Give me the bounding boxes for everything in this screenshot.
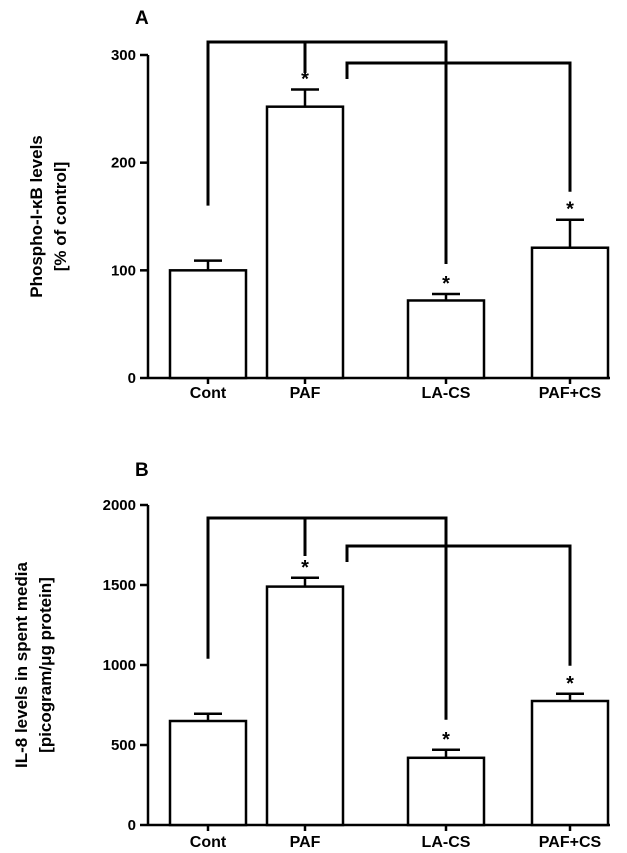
bar-paf <box>265 585 345 827</box>
y-tick-label: 0 <box>128 370 136 387</box>
y-tick-label: 2000 <box>103 497 136 514</box>
y-axis-label-units: [% of control] <box>51 162 70 272</box>
bar-cont <box>168 719 248 827</box>
significance-star: * <box>442 273 450 295</box>
x-tick-label: PAF <box>290 385 321 402</box>
significance-star: * <box>301 557 309 579</box>
y-tick-label: 0 <box>128 817 136 834</box>
significance-bracket <box>345 61 572 192</box>
x-tick-label: PAF <box>290 834 321 851</box>
significance-star: * <box>442 729 450 751</box>
x-tick-label: LA-CS <box>422 385 471 402</box>
x-tick-label: Cont <box>190 834 227 851</box>
bar-paf <box>265 105 345 380</box>
significance-bracket <box>345 544 572 666</box>
y-axis-label-units: [picogram/μg protein] <box>36 577 55 753</box>
panel-label: A <box>135 8 149 29</box>
chart-panel-a: A Phospho-I-κB levels [% of control] 0 100 20… <box>27 8 610 402</box>
bar-paf+cs <box>530 246 610 380</box>
bar-paf+cs <box>530 699 610 827</box>
y-tick-label: 100 <box>111 262 136 279</box>
significance-star: * <box>566 199 574 221</box>
y-tick-label: 200 <box>111 155 136 172</box>
y-axis-label: Phospho-I-κB levels <box>27 135 46 298</box>
significance-star: * <box>301 68 309 90</box>
x-tick-label: Cont <box>190 385 227 402</box>
significance-bracket <box>206 516 448 720</box>
significance-star: * <box>566 673 574 695</box>
significance-bracket <box>206 40 448 265</box>
y-tick-label: 1500 <box>103 577 136 594</box>
y-tick-label: 500 <box>111 737 136 754</box>
x-tick-label: PAF+CS <box>539 385 602 402</box>
y-tick-label: 300 <box>111 47 136 64</box>
y-axis-label: IL-8 levels in spent media <box>12 561 31 768</box>
x-tick-label: PAF+CS <box>539 834 602 851</box>
bar-la-cs <box>406 756 486 827</box>
bar-la-cs <box>406 299 486 380</box>
x-tick-label: LA-CS <box>422 834 471 851</box>
y-tick-label: 1000 <box>103 657 136 674</box>
chart-panel-b: B IL-8 levels in spent media [picogram/μg … <box>12 460 610 851</box>
bar-cont <box>168 269 248 380</box>
panel-label: B <box>135 460 149 481</box>
